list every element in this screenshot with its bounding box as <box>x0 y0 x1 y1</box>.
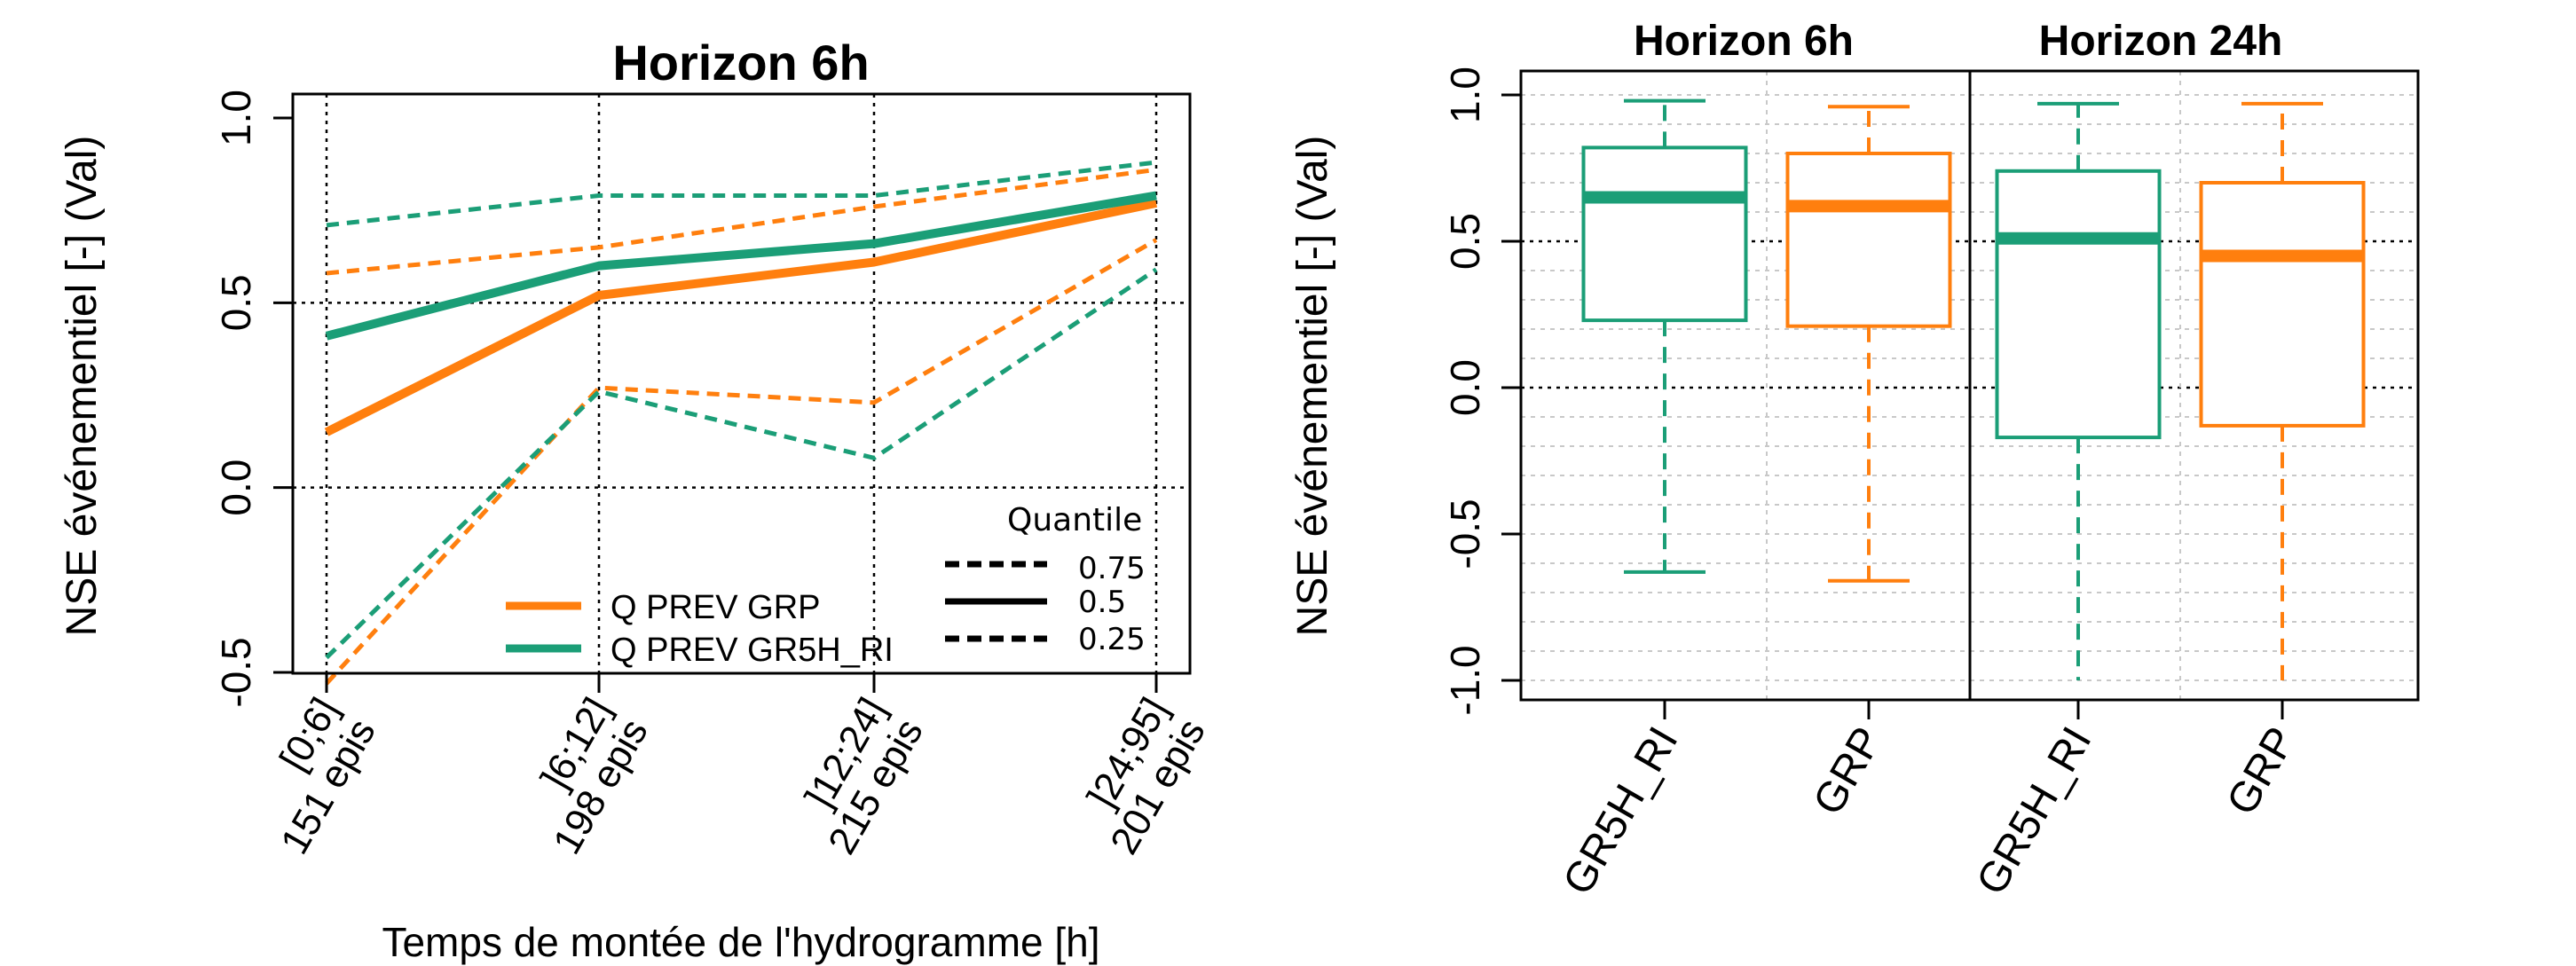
left-x-axis-label: Temps de montée de l'hydrogramme [h] <box>382 919 1099 965</box>
right-panel-title-24h: Horizon 24h <box>2039 18 2283 65</box>
box-grp <box>1785 105 1952 583</box>
left-x-tick-label: ]24;95]201 epis <box>1079 691 1213 862</box>
right-y-axis-label: NSE événementiel [-] (Val) <box>1289 136 1336 637</box>
left-x-tick-label: ]12;24]215 epis <box>797 691 931 862</box>
left-y-tick-label: -0.5 <box>213 637 259 707</box>
right-y-tick-label: 0.5 <box>1442 213 1488 270</box>
box-grp <box>2199 101 2366 680</box>
legend-q50-label: 0.5 <box>1078 585 1126 620</box>
right-y-tick-label: 1.0 <box>1442 67 1488 123</box>
left-legend: Q PREV GRP Q PREV GR5H_RI Quantile 0.75 … <box>506 502 1146 669</box>
left-x-axis: [0;6]151 epis ]6;12]198 epis ]12;24]215 ep… <box>272 673 1214 862</box>
box-iqr <box>1581 145 1748 323</box>
left-plot-frame <box>291 92 1192 675</box>
right-panel-title-6h: Horizon 6h <box>1634 18 1854 65</box>
series-line-q75 <box>326 160 1157 228</box>
left-y-axis: -0.5 0.0 0.5 1.0 <box>213 90 293 708</box>
right-y-tick-label: -0.5 <box>1442 499 1488 569</box>
series-line-q75 <box>326 167 1157 276</box>
box-iqr <box>2199 181 2366 428</box>
box-iqr <box>1785 152 1952 328</box>
left-y-tick-label: 0.5 <box>213 274 259 331</box>
right-x-tick-label: GRP <box>2218 719 2305 823</box>
legend-q75-label: 0.75 <box>1078 551 1146 586</box>
left-grid <box>293 94 1190 673</box>
left-x-tick-label: [0;6]151 epis <box>272 691 384 862</box>
right-x-axis: GR5H_RI GRP GR5H_RI GRP <box>1555 700 2305 903</box>
legend-gr5h-ri-label: Q PREV GR5H_RI <box>611 632 894 669</box>
legend-grp-label: Q PREV GRP <box>611 589 821 626</box>
series-line-q50 <box>324 198 1158 436</box>
right-y-tick-label: -1.0 <box>1442 645 1488 715</box>
left-x-tick-label: ]6;12]198 epis <box>533 691 657 862</box>
box-iqr <box>1995 169 2162 440</box>
right-x-tick-label: GRP <box>1805 719 1892 823</box>
right-x-tick-label: GR5H_RI <box>1968 719 2101 903</box>
legend-q25-label: 0.25 <box>1078 622 1146 657</box>
right-x-tick-label: GR5H_RI <box>1555 719 1688 903</box>
legend-quantile-title: Quantile <box>1007 502 1142 538</box>
right-y-tick-label: 0.0 <box>1442 359 1488 416</box>
left-y-tick-label: 1.0 <box>213 90 259 146</box>
box-gr5h-ri <box>1581 98 1748 574</box>
left-series <box>324 160 1158 686</box>
left-chart-title: Horizon 6h <box>612 35 869 90</box>
series-line-q25 <box>325 238 1158 686</box>
series-line-q50 <box>325 191 1157 341</box>
left-y-tick-label: 0.0 <box>213 459 259 516</box>
box-gr5h-ri <box>1995 101 2162 680</box>
series-line-q25 <box>325 267 1158 660</box>
left-chart: Horizon 6h NSE événementiel [-] (Val) Te… <box>59 35 1214 965</box>
right-chart: NSE événementiel [-] (Val) Horizon 6h Ho… <box>1289 18 2420 903</box>
right-y-axis: -1.0 -0.5 0.0 0.5 1.0 <box>1442 67 1521 716</box>
right-boxes <box>1581 98 2366 680</box>
left-y-axis-label: NSE événementiel [-] (Val) <box>59 136 106 637</box>
